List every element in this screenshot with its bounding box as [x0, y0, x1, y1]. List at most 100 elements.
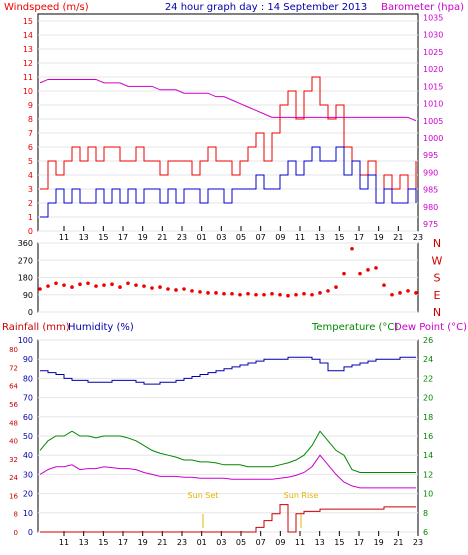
- direction-point: [158, 285, 162, 289]
- direction-point: [278, 292, 282, 297]
- barometer-line: [39, 78, 417, 122]
- direction-point: [390, 292, 394, 297]
- humidity-axis-title: Humidity (%): [68, 322, 134, 333]
- x-tick-label: 09: [275, 538, 285, 547]
- windspeed-tick-label: 15: [23, 17, 33, 26]
- direction-point: [118, 285, 122, 289]
- humidity-tick-label: 50: [23, 432, 33, 441]
- direction-tick-label: 90: [23, 291, 33, 300]
- direction-point: [350, 246, 354, 251]
- temperature-tick-label: 26: [423, 336, 433, 345]
- rainfall-tick-label: 64: [9, 383, 18, 391]
- compass-label: E: [434, 289, 441, 302]
- direction-point: [358, 271, 362, 276]
- direction-point: [182, 287, 186, 291]
- rainfall-tick-label: 24: [9, 474, 18, 482]
- x-tick-label: 15: [334, 233, 344, 242]
- sunrise-label: Sun Rise: [284, 491, 319, 500]
- x-tick-label: 17: [354, 538, 364, 547]
- temperature-tick-label: 6: [423, 528, 428, 537]
- direction-point: [38, 287, 42, 291]
- x-tick-label: 01: [197, 233, 207, 242]
- direction-point: [246, 291, 250, 296]
- barometer-tick-label: 1005: [423, 117, 443, 126]
- direction-tick-label: 180: [18, 274, 33, 283]
- x-tick-label: 11: [295, 538, 305, 547]
- rainfall-line: [40, 504, 416, 533]
- direction-point: [286, 293, 290, 298]
- rainfall-tick-label: 0: [14, 529, 18, 537]
- humidity-tick-label: 70: [23, 394, 33, 403]
- x-tick-label: 15: [98, 538, 108, 547]
- direction-point: [406, 289, 410, 293]
- direction-point: [214, 291, 218, 295]
- barometer-tick-label: 1020: [423, 65, 443, 74]
- temperature-tick-label: 22: [423, 374, 433, 383]
- compass-label: S: [434, 272, 441, 285]
- direction-point: [254, 292, 258, 297]
- barometer-tick-label: 985: [423, 186, 438, 195]
- direction-point: [86, 281, 90, 286]
- x-tick-label: 23: [413, 233, 423, 242]
- direction-point: [366, 268, 370, 272]
- x-tick-label: 21: [393, 233, 403, 242]
- direction-point: [78, 282, 82, 287]
- temperature-tick-label: 16: [423, 432, 433, 441]
- direction-point: [334, 285, 338, 289]
- rainfall-tick-label: 80: [9, 346, 18, 354]
- x-tick-label: 19: [374, 233, 384, 242]
- direction-point: [222, 291, 226, 296]
- x-tick-label: 13: [315, 233, 325, 242]
- barometer-axis-title: Barometer (hpa): [381, 2, 464, 13]
- direction-point: [198, 290, 202, 294]
- x-tick-label: 01: [197, 538, 207, 547]
- temperature-tick-label: 18: [423, 413, 433, 422]
- x-tick-label: 19: [138, 233, 148, 242]
- direction-point: [62, 283, 66, 287]
- windspeed-tick-label: 0: [28, 227, 33, 236]
- humidity-tick-label: 0: [28, 528, 33, 537]
- direction-point: [342, 271, 346, 276]
- chart-title: 24 hour graph day : 14 September 2013: [165, 2, 367, 13]
- x-tick-label: 15: [334, 538, 344, 547]
- marks: [38, 76, 418, 533]
- x-tick-label: 05: [236, 538, 246, 547]
- rainfall-tick-label: 8: [14, 511, 18, 519]
- direction-point: [190, 289, 194, 293]
- barometer-tick-label: 990: [423, 168, 438, 177]
- rainfall-tick-label: 16: [9, 492, 18, 500]
- x-tick-label: 11: [59, 233, 69, 242]
- wind-avg-line: [40, 146, 417, 218]
- x-tick-label: 23: [177, 233, 187, 242]
- direction-point: [318, 291, 322, 295]
- temperature-tick-label: 8: [423, 509, 428, 518]
- direction-point: [126, 281, 130, 286]
- x-tick-label: 15: [98, 233, 108, 242]
- direction-point: [46, 284, 50, 288]
- x-tick-label: 11: [295, 233, 305, 242]
- axes: 11 13 15 17 19 21 23 01 03 05 07 09 11 13 15 17 19 21 2311…: [9, 13, 443, 547]
- windspeed-tick-label: 7: [28, 129, 33, 138]
- x-tick-label: 03: [216, 538, 226, 547]
- humidity-tick-label: 90: [23, 355, 33, 364]
- direction-point: [310, 292, 314, 297]
- windspeed-tick-label: 10: [23, 87, 33, 96]
- barometer-tick-label: 980: [423, 203, 438, 212]
- windspeed-tick-label: 12: [23, 59, 33, 68]
- barometer-tick-label: 995: [423, 151, 438, 160]
- direction-point: [134, 283, 138, 287]
- direction-point: [174, 288, 178, 292]
- windspeed-tick-label: 5: [28, 157, 33, 166]
- humidity-tick-label: 10: [23, 509, 33, 518]
- compass-label: N: [433, 237, 441, 250]
- direction-point: [94, 284, 98, 288]
- x-tick-label: 17: [118, 538, 128, 547]
- rainfall-tick-label: 48: [9, 419, 18, 427]
- rainfall-axis-title: Rainfall (mm): [2, 322, 70, 333]
- x-tick-label: 19: [374, 538, 384, 547]
- x-tick-label: 19: [138, 538, 148, 547]
- direction-tick-label: 360: [18, 239, 33, 248]
- windspeed-tick-label: 3: [28, 185, 33, 194]
- barometer-tick-label: 1035: [423, 13, 443, 22]
